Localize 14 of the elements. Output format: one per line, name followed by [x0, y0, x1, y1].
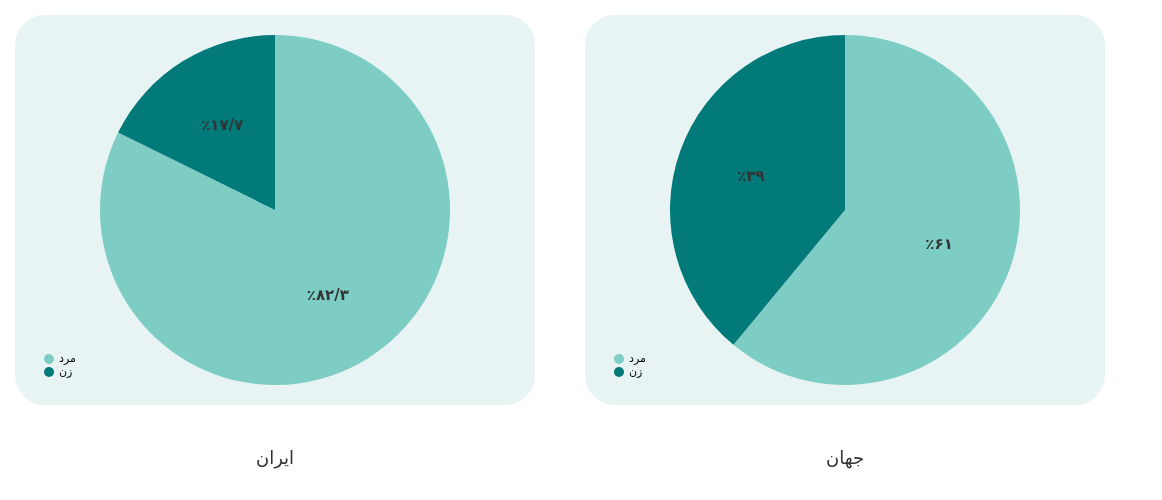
- data-label: ٪۳۹: [737, 167, 765, 186]
- text: ایران: [255, 447, 295, 469]
- legend-label: مرد: [59, 352, 76, 365]
- pie-slice: [118, 35, 275, 210]
- text: جهان: [825, 447, 865, 469]
- legend-label: مرد: [629, 352, 646, 365]
- pie-slice: [670, 35, 845, 345]
- data-label: ٪۶۱: [925, 234, 953, 253]
- data-label: ٪۸۲/۳: [306, 285, 349, 304]
- pie-slice: [100, 35, 450, 385]
- pie-slice: [733, 35, 1020, 385]
- legend-label: زن: [629, 365, 643, 378]
- legend-label: زن: [59, 365, 73, 378]
- data-label: ٪۱۷/۷: [201, 116, 244, 135]
